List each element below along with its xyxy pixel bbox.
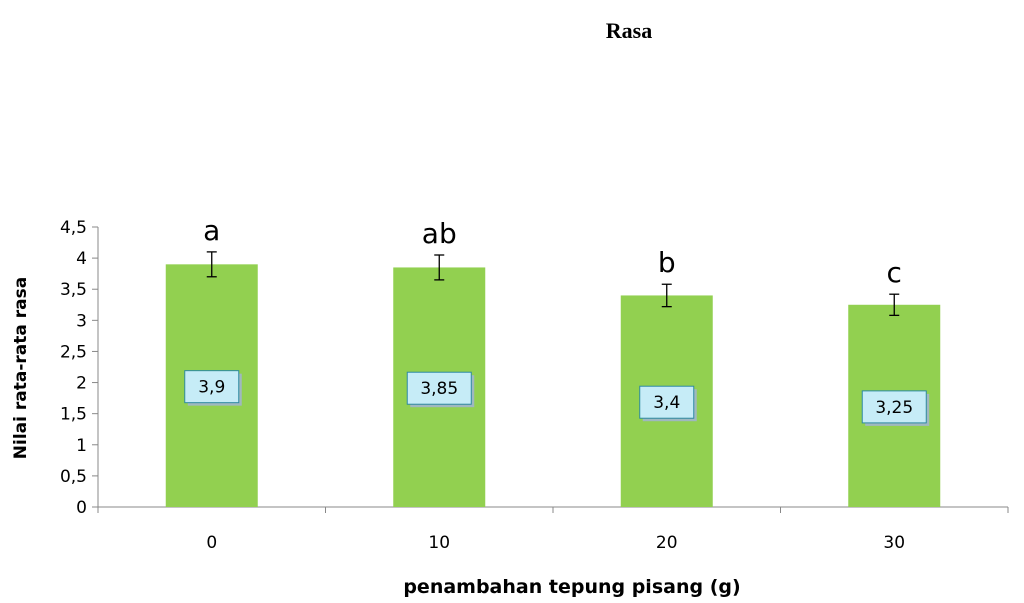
data-label-box — [861, 390, 927, 424]
significance-letter: a — [203, 214, 220, 247]
data-label: 3,9 — [198, 378, 225, 398]
data-label-box — [184, 370, 240, 404]
y-tick-label: 1 — [76, 436, 87, 456]
y-tick-label: 1,5 — [60, 405, 87, 425]
data-label-box — [639, 385, 695, 419]
data-label: 3,25 — [875, 398, 913, 418]
data-label-box — [406, 371, 472, 405]
y-tick-label: 2 — [76, 374, 87, 394]
y-tick-label: 3,5 — [60, 280, 87, 300]
y-axis-label: Nilai rata-rata rasa — [11, 277, 31, 459]
data-label: 3,85 — [420, 379, 458, 399]
x-tick-label: 0 — [206, 533, 217, 553]
significance-letter: ab — [422, 217, 457, 250]
y-tick-label: 0 — [76, 498, 87, 518]
significance-letter: c — [887, 256, 902, 289]
chart-title: Rasa — [606, 18, 652, 43]
x-axis-label: penambahan tepung pisang (g) — [403, 576, 740, 598]
y-tick-label: 0,5 — [60, 467, 87, 487]
data-label: 3,4 — [653, 393, 680, 413]
significance-letter: b — [658, 246, 676, 279]
plot-area: 0 0,5 1 1,5 2 2,5 3 3,5 4 4,5 a 3,9 0 ab 3,85 10 b 3,4 20 c… — [60, 214, 1009, 553]
x-tick-label: 30 — [883, 533, 905, 553]
y-tick-label: 4 — [76, 249, 87, 269]
y-tick-label: 4,5 — [60, 218, 87, 238]
x-tick-label: 10 — [428, 533, 450, 553]
y-tick-label: 3 — [76, 311, 87, 331]
x-tick-label: 20 — [656, 533, 678, 553]
y-tick-label: 2,5 — [60, 342, 87, 362]
